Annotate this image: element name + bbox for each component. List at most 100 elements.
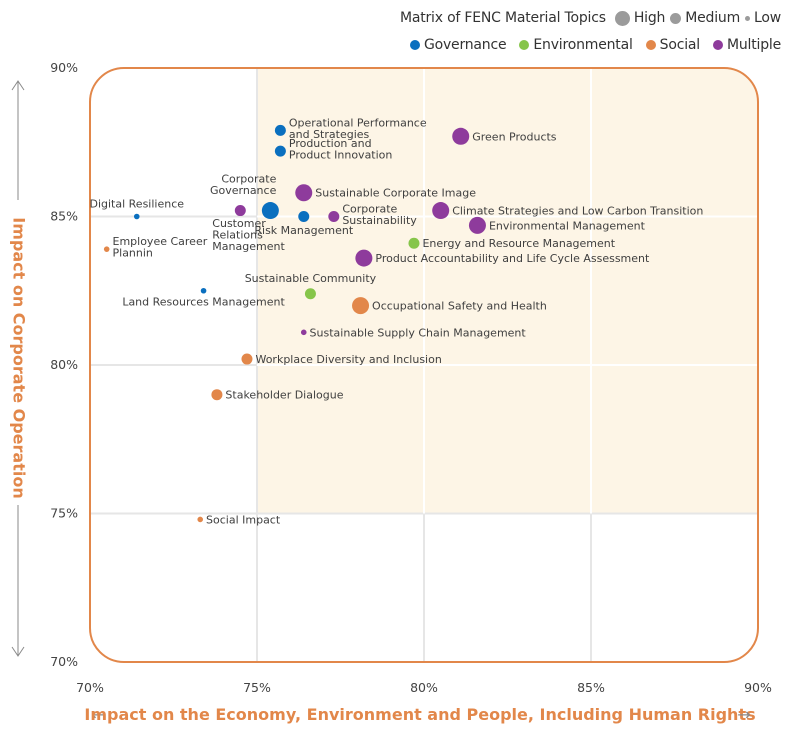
legend-size-low-label: Low xyxy=(754,10,781,26)
point-label-line: Relations xyxy=(212,229,263,242)
point-label: Environmental Management xyxy=(489,219,646,232)
point-marker xyxy=(133,213,140,220)
legend-size-high-label: High xyxy=(633,10,666,26)
point-label: Corporate Governance xyxy=(210,173,277,198)
point-label: Social Impact xyxy=(206,513,281,526)
point-label: Risk Management xyxy=(254,224,353,237)
point-marker xyxy=(274,124,286,136)
point-label-line: Stakeholder Dialogue xyxy=(225,389,343,402)
point-label-line: Environmental Management xyxy=(489,219,646,232)
data-point: Corporate Governance xyxy=(210,173,279,220)
y-axis: Impact on Corporate Operation xyxy=(10,80,29,657)
point-label-line: Green Products xyxy=(472,130,557,143)
plot-frame xyxy=(89,67,759,663)
point-label-line: Product Accountability and Life Cycle As… xyxy=(375,252,650,265)
point-marker xyxy=(234,205,246,217)
y-tick-label: 80% xyxy=(50,357,78,372)
legend-social-label: Social xyxy=(659,37,701,53)
y-tick-label: 90% xyxy=(50,60,78,75)
point-label: Corporate Sustainability xyxy=(342,203,417,228)
point-label: Stakeholder Dialogue xyxy=(225,389,343,402)
legend-environmental: Environmental xyxy=(519,37,633,53)
point-marker xyxy=(468,216,486,234)
size-high-dot-icon xyxy=(614,10,630,26)
point-marker xyxy=(103,246,110,252)
priority-region xyxy=(257,68,758,514)
governance-dot-icon xyxy=(409,40,420,50)
point-label: Sustainable Corporate Image xyxy=(315,187,476,200)
point-marker xyxy=(328,211,340,222)
point-label-line: Customer xyxy=(212,217,266,230)
point-label-line: Sustainable Corporate Image xyxy=(315,187,476,200)
point-label: Sustainable Supply Chain Management xyxy=(310,326,527,339)
data-point: Land Resources Management xyxy=(122,287,285,309)
point-marker xyxy=(304,288,316,300)
x-axis-title: Impact on the Economy, Environment and P… xyxy=(84,705,755,724)
legend-governance-label: Governance xyxy=(423,37,507,53)
point-marker xyxy=(355,249,373,267)
x-tick-label: 70% xyxy=(76,680,104,695)
point-label: Employee Career Plannin xyxy=(113,235,208,259)
point-label-line: Climate Strategies and Low Carbon Transi… xyxy=(452,205,703,218)
point-marker xyxy=(274,145,286,157)
legend-multiple-label: Multiple xyxy=(726,37,781,53)
legend-category-row: Governance Environmental Social Multiple xyxy=(409,37,781,53)
data-point: Employee Career Plannin xyxy=(103,235,208,260)
legend-multiple: Multiple xyxy=(712,37,781,53)
point-label-line: Occupational Safety and Health xyxy=(372,300,547,313)
point-label-line: Risk Management xyxy=(254,224,353,237)
point-label: Energy and Resource Management xyxy=(422,237,615,250)
point-label: Customer Relations Management xyxy=(212,217,285,253)
y-tick-label: 70% xyxy=(50,654,78,669)
data-point: Corporate Sustainability xyxy=(328,203,417,228)
legend-size-row: Matrix of FENC Material Topics High Medi… xyxy=(400,10,781,26)
data-point: Sustainable Corporate Image xyxy=(295,184,476,202)
size-medium-dot-icon xyxy=(670,12,682,24)
plot-area xyxy=(257,68,758,514)
point-marker xyxy=(211,389,223,401)
data-point: Production and Product Innovation xyxy=(274,137,393,162)
legend-social: Social xyxy=(645,37,701,53)
point-marker xyxy=(295,184,313,202)
point-label: Product Accountability and Life Cycle As… xyxy=(375,252,650,265)
point-label: Land Resources Management xyxy=(122,296,285,309)
data-point: Energy and Resource Management xyxy=(408,237,616,250)
point-label: Climate Strategies and Low Carbon Transi… xyxy=(452,205,703,218)
point-label-line: Employee Career xyxy=(113,235,208,248)
point-marker xyxy=(452,127,470,145)
left-arrow-icon: ← xyxy=(91,705,104,724)
x-tick-label: 80% xyxy=(410,680,438,695)
point-marker xyxy=(408,237,420,249)
data-point: Climate Strategies and Low Carbon Transi… xyxy=(432,202,703,220)
point-label-line: Social Impact xyxy=(206,513,281,526)
point-label: Sustainable Community xyxy=(245,272,377,285)
right-arrow-icon: → xyxy=(737,705,750,724)
point-label-line: Sustainable Community xyxy=(245,272,377,285)
data-point: Occupational Safety and Health xyxy=(352,297,547,315)
point-label-line: Production and xyxy=(289,137,372,150)
data-point: Social Impact xyxy=(197,513,281,526)
x-axis: ← Impact on the Economy, Environment and… xyxy=(84,705,755,724)
point-label-line: Land Resources Management xyxy=(122,296,285,309)
x-tick-label: 75% xyxy=(243,680,271,695)
point-label-line: and Strategies xyxy=(289,128,370,141)
data-point: Customer Relations Management xyxy=(212,205,285,253)
data-point: Digital Resilience xyxy=(89,198,184,220)
up-arrow-icon xyxy=(11,80,25,91)
x-tick-label: 90% xyxy=(744,680,772,695)
point-label: Occupational Safety and Health xyxy=(372,300,547,313)
point-label-line: Energy and Resource Management xyxy=(422,237,615,250)
point-marker xyxy=(298,211,310,222)
point-label-line: Management xyxy=(212,240,285,253)
data-point: Stakeholder Dialogue xyxy=(211,389,344,402)
point-label: Operational Performance and Strategies xyxy=(289,116,427,140)
data-point: Green Products xyxy=(452,127,557,145)
point-label: Digital Resilience xyxy=(89,198,184,211)
point-label-line: Product Innovation xyxy=(289,149,393,162)
legend-size-medium-label: Medium xyxy=(685,10,741,26)
data-point: Risk Management xyxy=(254,211,354,237)
social-dot-icon xyxy=(645,40,656,50)
multiple-dot-icon xyxy=(712,40,723,50)
y-axis-ticks: 70% 75% 80% 85% 90% xyxy=(50,60,78,669)
